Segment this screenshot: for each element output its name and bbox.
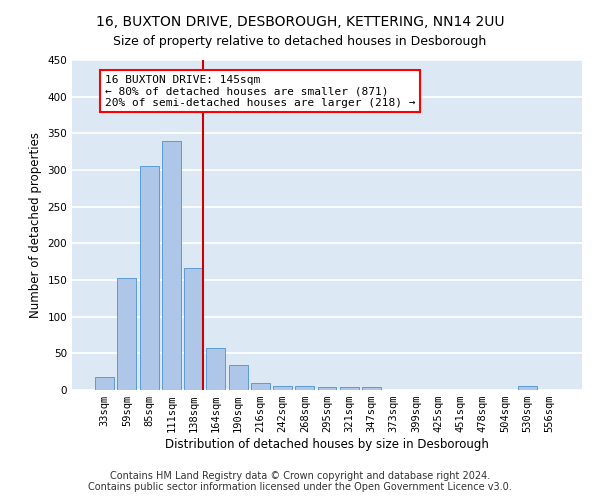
Bar	[317, 387, 337, 390]
Bar	[362, 387, 381, 390]
Bar	[95, 377, 114, 390]
Bar	[184, 268, 203, 390]
Bar	[340, 387, 359, 390]
Bar	[229, 365, 248, 390]
Text: 16, BUXTON DRIVE, DESBOROUGH, KETTERING, NN14 2UU: 16, BUXTON DRIVE, DESBOROUGH, KETTERING,…	[96, 15, 504, 29]
Bar	[162, 140, 181, 390]
Text: Contains HM Land Registry data © Crown copyright and database right 2024.
Contai: Contains HM Land Registry data © Crown c…	[88, 471, 512, 492]
Bar	[251, 382, 270, 390]
Bar	[518, 386, 536, 390]
Text: Size of property relative to detached houses in Desborough: Size of property relative to detached ho…	[113, 35, 487, 48]
Bar	[118, 278, 136, 390]
Text: 16 BUXTON DRIVE: 145sqm
← 80% of detached houses are smaller (871)
20% of semi-d: 16 BUXTON DRIVE: 145sqm ← 80% of detache…	[105, 74, 415, 108]
Bar	[140, 166, 158, 390]
X-axis label: Distribution of detached houses by size in Desborough: Distribution of detached houses by size …	[165, 438, 489, 451]
Bar	[273, 386, 292, 390]
Y-axis label: Number of detached properties: Number of detached properties	[29, 132, 42, 318]
Bar	[295, 386, 314, 390]
Bar	[206, 348, 225, 390]
